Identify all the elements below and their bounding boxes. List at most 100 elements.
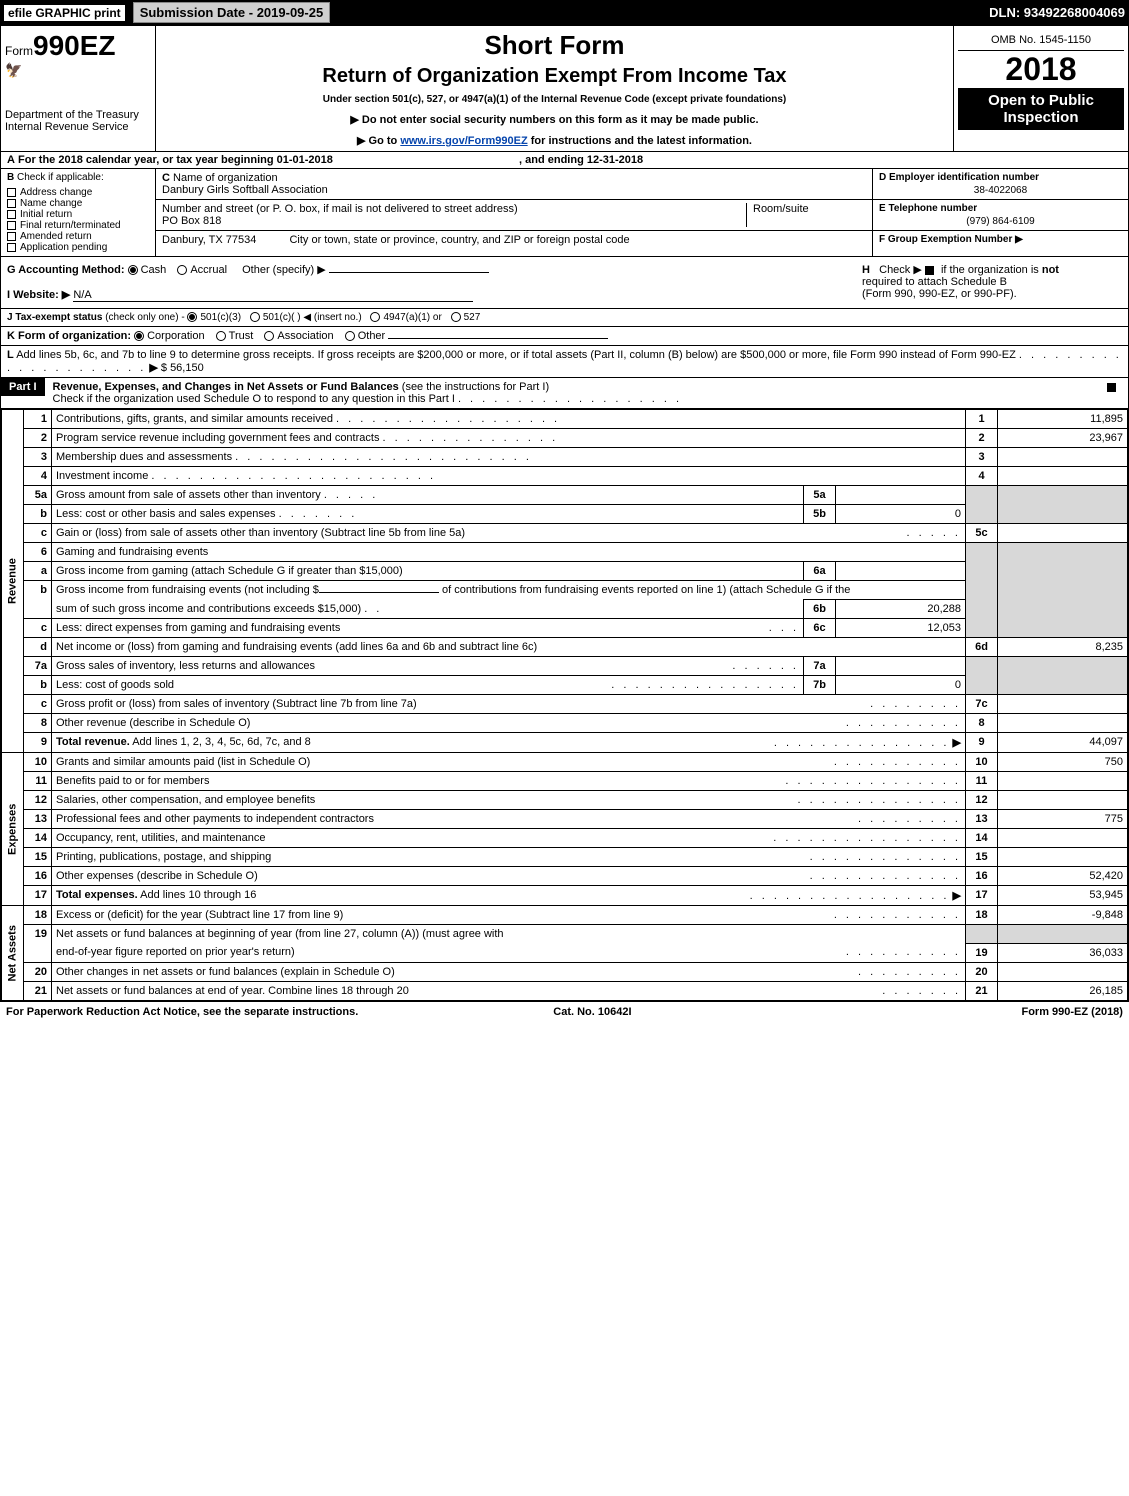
- radio-trust[interactable]: [216, 331, 226, 341]
- row-18-amt: -9,848: [998, 906, 1128, 925]
- row-7a-text: Gross sales of inventory, less returns a…: [56, 660, 315, 672]
- row-6a-num: a: [24, 562, 52, 581]
- row-14-text: Occupancy, rent, utilities, and maintena…: [56, 832, 266, 844]
- chk-final-return[interactable]: [7, 221, 16, 230]
- c-city-label: City or town, state or province, country…: [289, 234, 629, 246]
- radio-cash[interactable]: [128, 265, 138, 275]
- row-3-rn: 3: [966, 448, 998, 467]
- radio-association[interactable]: [264, 331, 274, 341]
- row-1-text: Contributions, gifts, grants, and simila…: [56, 413, 333, 425]
- radio-other[interactable]: [345, 331, 355, 341]
- footer-mid: Cat. No. 10642I: [553, 1006, 631, 1018]
- row-7c-amt: [998, 695, 1128, 714]
- row-2-num: 2: [24, 429, 52, 448]
- row-15-amt: [998, 848, 1128, 867]
- row-12-rn: 12: [966, 791, 998, 810]
- c-city-value: Danbury, TX 77534: [162, 234, 256, 246]
- e-label: E Telephone number: [879, 203, 977, 214]
- h-text3: (Form 990, 990-EZ, or 990-PF).: [862, 288, 1017, 300]
- j-o4: 527: [464, 312, 481, 323]
- tax-year: 2018: [958, 51, 1124, 88]
- shade-5: [966, 486, 998, 524]
- opt-name-change: Name change: [20, 198, 82, 209]
- goto-prefix: ▶ Go to: [357, 135, 400, 147]
- radio-4947[interactable]: [370, 312, 380, 322]
- netassets-vert-label: Net Assets: [2, 906, 24, 1001]
- part-1-note: (see the instructions for Part I): [402, 381, 549, 393]
- c-addr-value: PO Box 818: [162, 215, 221, 227]
- l-label: L: [7, 349, 14, 361]
- chk-h-schedule-b[interactable]: [925, 266, 934, 275]
- row-5b-box: 5b: [804, 505, 836, 524]
- line-g-h: G Accounting Method: Cash Accrual Other …: [1, 256, 1128, 308]
- row-17-num: 17: [24, 886, 52, 906]
- l-arrow: ▶: [149, 362, 157, 374]
- h-text2: required to attach Schedule B: [862, 276, 1007, 288]
- form-header: Form990EZ 🦅 Department of the Treasury I…: [1, 26, 1128, 152]
- row-11-text: Benefits paid to or for members: [56, 775, 209, 787]
- chk-name-change[interactable]: [7, 199, 16, 208]
- ssn-warning: ▶ Do not enter social security numbers o…: [160, 113, 949, 126]
- goto-suffix: for instructions and the latest informat…: [528, 135, 752, 147]
- c-room-label: Room/suite: [753, 203, 809, 215]
- section-bcdef: B Check if applicable: Address change Na…: [1, 169, 1128, 256]
- row-4-amt: [998, 467, 1128, 486]
- l-amount: $ 56,150: [161, 362, 204, 374]
- row-12-text: Salaries, other compensation, and employ…: [56, 794, 315, 806]
- row-6c-num: c: [24, 619, 52, 638]
- part-1-check-text: Check if the organization used Schedule …: [53, 393, 455, 405]
- opt-final-return: Final return/terminated: [20, 220, 121, 231]
- row-8-num: 8: [24, 714, 52, 733]
- j-o1: 501(c)(3): [200, 312, 241, 323]
- chk-amended-return[interactable]: [7, 232, 16, 241]
- chk-address-change[interactable]: [7, 188, 16, 197]
- row-6-text: Gaming and fundraising events: [56, 546, 208, 558]
- main-table: Revenue 1 Contributions, gifts, grants, …: [1, 409, 1128, 1001]
- form-number: 990EZ: [33, 30, 116, 61]
- b-label: B: [7, 172, 14, 183]
- chk-schedule-o[interactable]: [1107, 383, 1116, 392]
- dln-number: DLN: 93492268004069: [989, 5, 1125, 20]
- row-1-num: 1: [24, 410, 52, 429]
- dept-treasury: Department of the Treasury: [5, 109, 151, 121]
- row-5a-num: 5a: [24, 486, 52, 505]
- opt-cash: Cash: [141, 264, 167, 276]
- page-footer: For Paperwork Reduction Act Notice, see …: [0, 1002, 1129, 1022]
- goto-line: ▶ Go to www.irs.gov/Form990EZ for instru…: [160, 134, 949, 147]
- row-5a-val: [836, 486, 966, 505]
- check-if-label: Check if applicable:: [17, 172, 104, 183]
- row-5b-val: 0: [836, 505, 966, 524]
- submission-date: Submission Date - 2019-09-25: [133, 2, 331, 23]
- row-5c-text: Gain or (loss) from sale of assets other…: [56, 527, 465, 539]
- radio-accrual[interactable]: [177, 265, 187, 275]
- row-6a-text: Gross income from gaming (attach Schedul…: [56, 565, 403, 577]
- radio-501c3[interactable]: [187, 312, 197, 322]
- opt-accrual: Accrual: [190, 264, 227, 276]
- shade-19: [966, 925, 998, 944]
- row-6d-amt: 8,235: [998, 638, 1128, 657]
- row-6d-text: Net income or (loss) from gaming and fun…: [56, 641, 537, 653]
- row-5a-text: Gross amount from sale of assets other t…: [56, 489, 321, 501]
- row-6c-text: Less: direct expenses from gaming and fu…: [56, 622, 340, 634]
- goto-link[interactable]: www.irs.gov/Form990EZ: [400, 135, 527, 147]
- row-9-text: Total revenue.: [56, 736, 130, 748]
- radio-527[interactable]: [451, 312, 461, 322]
- row-21-num: 21: [24, 981, 52, 1000]
- row-7b-text: Less: cost of goods sold: [56, 679, 174, 691]
- line-l: L Add lines 5b, 6c, and 7b to line 9 to …: [1, 345, 1128, 377]
- row-6c-val: 12,053: [836, 619, 966, 638]
- row-20-num: 20: [24, 962, 52, 981]
- row-14-rn: 14: [966, 829, 998, 848]
- row-11-amt: [998, 772, 1128, 791]
- radio-corporation[interactable]: [134, 331, 144, 341]
- row-16-amt: 52,420: [998, 867, 1128, 886]
- line-k: K Form of organization: Corporation Trus…: [1, 326, 1128, 345]
- row-7c-num: c: [24, 695, 52, 714]
- row-15-rn: 15: [966, 848, 998, 867]
- chk-application-pending[interactable]: [7, 243, 16, 252]
- chk-initial-return[interactable]: [7, 210, 16, 219]
- radio-501c[interactable]: [250, 312, 260, 322]
- d-ein: 38-4022068: [879, 185, 1122, 196]
- c-addr-label: Number and street (or P. O. box, if mail…: [162, 203, 518, 215]
- f-label: F Group Exemption Number: [879, 234, 1012, 245]
